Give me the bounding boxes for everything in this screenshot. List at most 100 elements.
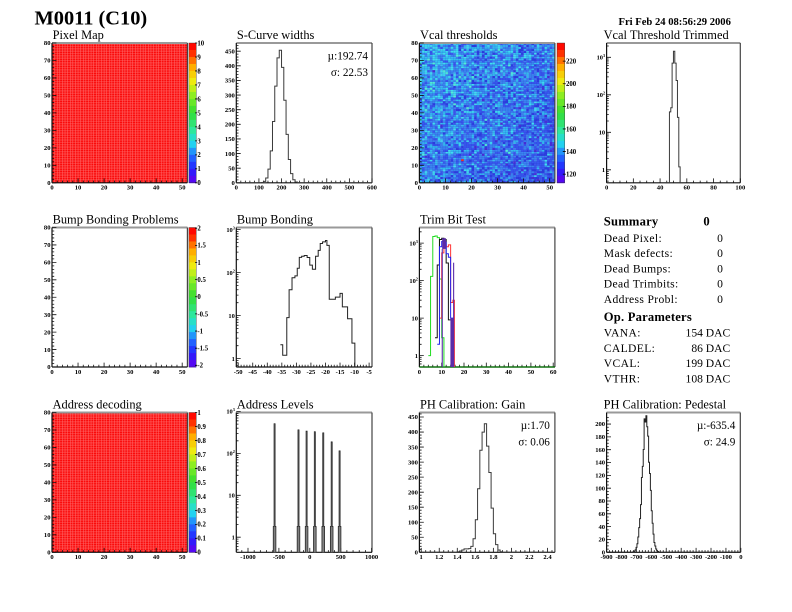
- svg-text:VCAL:: VCAL:: [604, 357, 641, 370]
- svg-text:2: 2: [197, 226, 201, 233]
- svg-text:10: 10: [44, 163, 51, 170]
- svg-text:0: 0: [418, 369, 422, 376]
- svg-text:250: 250: [408, 474, 419, 481]
- svg-text:108 DAC: 108 DAC: [686, 372, 731, 385]
- svg-text:-1000: -1000: [240, 554, 256, 561]
- svg-text:Address decoding: Address decoding: [53, 398, 142, 412]
- svg-text:σ: 24.9: σ: 24.9: [704, 437, 736, 449]
- svg-text:1.2: 1.2: [435, 554, 444, 561]
- svg-text:10: 10: [75, 185, 82, 192]
- svg-text:-200: -200: [705, 554, 718, 561]
- svg-text:60: 60: [599, 511, 606, 518]
- svg-text:200: 200: [225, 122, 236, 129]
- svg-text:-300: -300: [690, 554, 703, 561]
- svg-text:0: 0: [197, 180, 201, 187]
- svg-text:-1.5: -1.5: [197, 346, 208, 353]
- svg-text:20: 20: [44, 515, 51, 522]
- svg-text:40: 40: [44, 294, 51, 301]
- svg-text:103: 103: [226, 225, 234, 234]
- svg-text:Op. Parameters: Op. Parameters: [604, 310, 692, 324]
- svg-text:40: 40: [44, 110, 51, 117]
- svg-text:50: 50: [44, 93, 51, 100]
- svg-text:S-Curve widths: S-Curve widths: [237, 28, 315, 42]
- svg-text:20: 20: [468, 185, 475, 192]
- svg-text:500: 500: [344, 185, 355, 192]
- svg-text:σ: 22.53: σ: 22.53: [331, 67, 369, 79]
- svg-text:60: 60: [684, 185, 691, 192]
- svg-text:-800: -800: [615, 554, 628, 561]
- svg-text:80: 80: [44, 225, 51, 232]
- svg-text:30: 30: [494, 185, 501, 192]
- svg-text:0: 0: [717, 262, 723, 275]
- svg-text:400: 400: [322, 185, 333, 192]
- svg-text:10: 10: [599, 130, 605, 137]
- svg-text:Summary: Summary: [604, 214, 659, 228]
- svg-text:0.3: 0.3: [197, 508, 206, 515]
- svg-text:70: 70: [44, 242, 51, 249]
- svg-text:100: 100: [225, 151, 236, 158]
- svg-text:102: 102: [597, 91, 605, 100]
- svg-text:10: 10: [442, 185, 449, 192]
- svg-text:50: 50: [546, 185, 553, 192]
- svg-text:100: 100: [408, 519, 419, 526]
- svg-text:-45: -45: [248, 369, 257, 376]
- svg-text:-5: -5: [366, 369, 372, 376]
- svg-text:1000: 1000: [365, 554, 379, 561]
- svg-text:-500: -500: [273, 554, 286, 561]
- svg-text:0.9: 0.9: [197, 424, 206, 431]
- svg-text:20: 20: [44, 329, 51, 336]
- svg-text:20: 20: [599, 537, 606, 544]
- svg-text:450: 450: [225, 48, 236, 55]
- svg-text:-30: -30: [292, 369, 301, 376]
- svg-text:1: 1: [197, 260, 201, 267]
- svg-text:100: 100: [735, 185, 746, 192]
- svg-text:7: 7: [197, 82, 201, 89]
- svg-text:50: 50: [411, 535, 418, 542]
- svg-text:2: 2: [197, 152, 201, 159]
- svg-text:-10: -10: [350, 369, 359, 376]
- svg-text:80: 80: [599, 498, 606, 505]
- svg-text:50: 50: [44, 462, 51, 469]
- svg-text:140: 140: [595, 460, 606, 467]
- svg-text:0: 0: [415, 180, 419, 187]
- svg-text:CALDEL:: CALDEL:: [604, 342, 655, 355]
- svg-text:140: 140: [566, 149, 577, 156]
- svg-text:20: 20: [44, 145, 51, 152]
- svg-text:120: 120: [595, 473, 606, 480]
- svg-text:-500: -500: [660, 554, 673, 561]
- svg-text:1: 1: [232, 534, 235, 541]
- svg-text:500: 500: [336, 554, 347, 561]
- svg-text:Vcal thresholds: Vcal thresholds: [420, 28, 498, 42]
- svg-text:40: 40: [657, 185, 664, 192]
- svg-text:0: 0: [47, 364, 51, 371]
- svg-text:10: 10: [44, 347, 51, 354]
- svg-text:Bump Bonding: Bump Bonding: [237, 213, 313, 227]
- svg-text:250: 250: [225, 107, 236, 114]
- svg-text:10: 10: [228, 313, 234, 320]
- svg-text:Vcal Threshold Trimmed: Vcal Threshold Trimmed: [604, 28, 730, 42]
- svg-text:70: 70: [411, 58, 418, 65]
- svg-text:2: 2: [510, 554, 514, 561]
- svg-text:100: 100: [595, 485, 606, 492]
- svg-text:3: 3: [197, 138, 201, 145]
- svg-text:σ: 0.06: σ: 0.06: [518, 437, 550, 449]
- svg-text:60: 60: [44, 75, 51, 82]
- svg-text:86 DAC: 86 DAC: [691, 342, 730, 355]
- svg-text:102: 102: [226, 268, 234, 277]
- svg-text:-35: -35: [277, 369, 286, 376]
- svg-text:8: 8: [197, 68, 201, 75]
- svg-text:30: 30: [44, 497, 51, 504]
- svg-text:102: 102: [226, 449, 234, 458]
- svg-text:154 DAC: 154 DAC: [686, 327, 731, 340]
- svg-text:120: 120: [566, 172, 577, 179]
- svg-text:20: 20: [101, 369, 108, 376]
- svg-text:1: 1: [197, 166, 201, 173]
- svg-text:Fri Feb 24 08:56:29 2006: Fri Feb 24 08:56:29 2006: [618, 17, 730, 28]
- svg-text:-100: -100: [720, 554, 733, 561]
- svg-text:µ:192.74: µ:192.74: [328, 51, 369, 63]
- svg-text:4: 4: [197, 124, 201, 131]
- svg-text:Bump Bonding Problems: Bump Bonding Problems: [53, 213, 179, 227]
- svg-text:µ:-635.4: µ:-635.4: [697, 420, 736, 432]
- svg-text:103: 103: [409, 239, 417, 248]
- svg-text:0: 0: [50, 369, 54, 376]
